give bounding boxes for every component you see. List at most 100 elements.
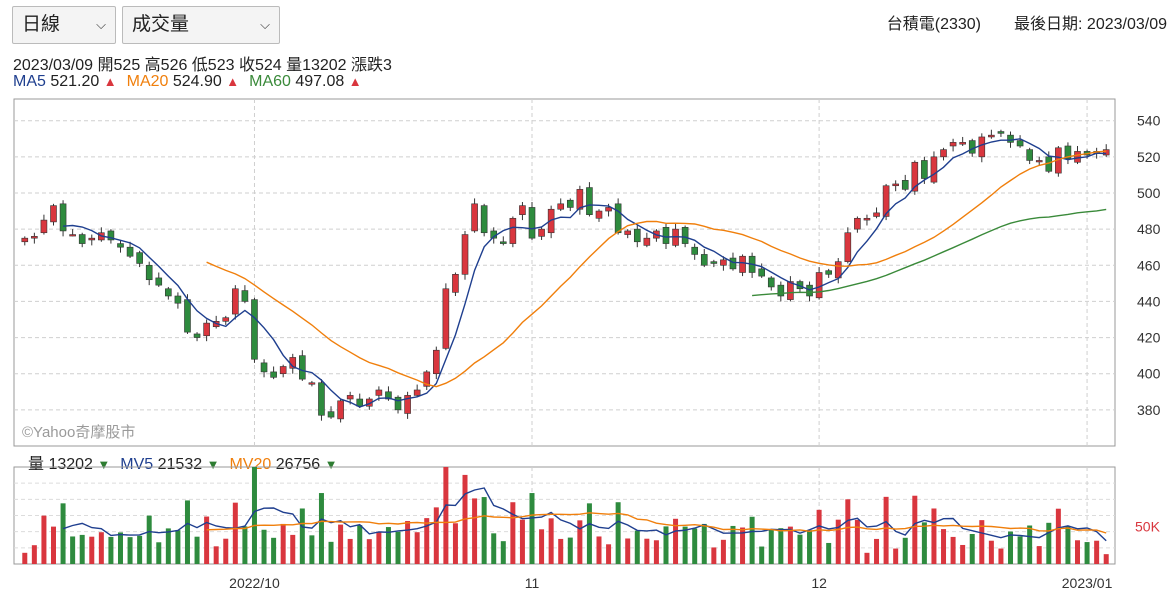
candle-down: [260, 362, 268, 373]
candle-up: [461, 234, 469, 275]
volume-bar: [472, 498, 478, 564]
candle-up: [911, 161, 919, 192]
candle-down: [165, 288, 172, 297]
price-tick-label: 460: [1137, 257, 1161, 273]
candle-up: [346, 395, 354, 400]
candle-up: [815, 272, 823, 299]
month-label: 11: [525, 575, 540, 591]
candle-down: [710, 261, 718, 264]
volume-bar: [405, 521, 411, 564]
volume-bar: [500, 541, 506, 564]
candle-up: [576, 189, 584, 210]
candle-up: [509, 217, 517, 244]
vol-legend-value: 21532: [153, 456, 207, 473]
candle-down: [251, 299, 258, 360]
ma-legend-ma20: MA20 524.90 ▲: [127, 73, 240, 90]
volume-bar: [1017, 536, 1023, 564]
ma-legend-ma60: MA60 497.08 ▲: [249, 73, 362, 90]
candle-down: [633, 228, 641, 243]
candle-up: [940, 149, 947, 158]
volume-bar: [376, 531, 382, 564]
candle-up: [519, 205, 526, 215]
candle-up: [337, 400, 344, 420]
volume-bar: [31, 545, 37, 564]
candle-up: [88, 237, 96, 241]
candle-up: [1074, 151, 1081, 163]
price-panel: [13, 98, 1116, 447]
volume-bar: [941, 529, 947, 564]
candle-up: [595, 210, 603, 219]
volume-bar: [529, 493, 535, 564]
candle-down: [136, 252, 143, 264]
ma-legend-ma5: MA5 521.20 ▲: [13, 73, 117, 90]
volume-bar: [730, 525, 736, 564]
volume-bar: [720, 539, 726, 564]
candle-down: [901, 180, 909, 190]
candle-up: [413, 389, 421, 396]
volume-bar: [931, 508, 937, 564]
ma-legend-value: 524.90: [168, 73, 227, 90]
vol-legend-mv5: MV5 21532 ▼: [120, 456, 219, 473]
volume-bar: [194, 536, 200, 564]
volume-bar: [854, 519, 860, 564]
last-date-label: 最後日期:: [1014, 16, 1083, 33]
candle-down: [480, 205, 488, 234]
mv20-line: [206, 512, 1107, 534]
candle-down: [327, 411, 335, 418]
candle-down: [662, 227, 670, 244]
volume-bar: [385, 527, 391, 564]
up-arrow-icon: ▲: [348, 74, 362, 89]
volume-bar: [759, 546, 765, 564]
candle-up: [1102, 149, 1110, 156]
month-label: 2022/10: [229, 575, 280, 591]
price-tick-label: 520: [1137, 149, 1161, 165]
volume-bar: [663, 526, 669, 564]
volume-bar: [950, 536, 956, 564]
volume-bar: [395, 531, 401, 564]
volume-bar: [1075, 540, 1081, 564]
indicator-select[interactable]: 成交量 ⌵: [122, 6, 280, 44]
volume-bar: [299, 508, 305, 564]
volume-legend: 量 13202 ▼ MV5 21532 ▼ MV20 26756 ▼: [28, 450, 348, 474]
ma-legend-value: 521.20: [45, 73, 104, 90]
down-arrow-icon: ▼: [324, 457, 338, 472]
candle-down: [691, 246, 698, 255]
volume-bar: [826, 542, 832, 564]
candle-down: [193, 333, 201, 338]
volume-bar: [232, 502, 238, 564]
period-select[interactable]: 日線 ⌵: [12, 6, 116, 44]
candle-up: [452, 274, 459, 293]
ohlc-summary: 2023/03/09 開525 高526 低523 收524 量13202 漲跌…: [13, 57, 392, 74]
ma-legend-value: 497.08: [290, 73, 349, 90]
volume-bar: [768, 529, 774, 564]
volume-bar: [874, 538, 880, 564]
candle-down: [968, 140, 976, 154]
candle-down: [270, 371, 277, 378]
candle-up: [739, 255, 746, 273]
volume-bar: [673, 518, 679, 564]
volume-bar: [165, 528, 171, 564]
volume-bar: [50, 526, 56, 564]
volume-bar: [290, 534, 296, 564]
volume-bar: [251, 467, 257, 564]
vol-legend-label: 量: [28, 456, 45, 473]
candle-down: [117, 243, 124, 248]
volume-tick-label: 50K: [1135, 519, 1161, 535]
volume-bar: [558, 538, 564, 564]
volume-bar: [902, 537, 908, 564]
candle-up: [203, 322, 210, 337]
price-tick-label: 500: [1137, 185, 1161, 201]
candle-down: [174, 295, 182, 304]
chevron-down-icon: ⌵: [96, 17, 106, 32]
candle-up: [844, 232, 852, 262]
candle-down: [586, 187, 593, 215]
volume-bar: [184, 500, 190, 564]
candle-up: [442, 288, 450, 349]
candle-down: [1007, 134, 1014, 143]
volume-bar: [596, 536, 602, 564]
candle-down: [394, 396, 402, 411]
volume-bar: [1027, 525, 1033, 564]
volume-bar: [242, 526, 248, 564]
vol-legend-label: MV5: [120, 456, 154, 473]
volume-bar: [271, 537, 277, 564]
